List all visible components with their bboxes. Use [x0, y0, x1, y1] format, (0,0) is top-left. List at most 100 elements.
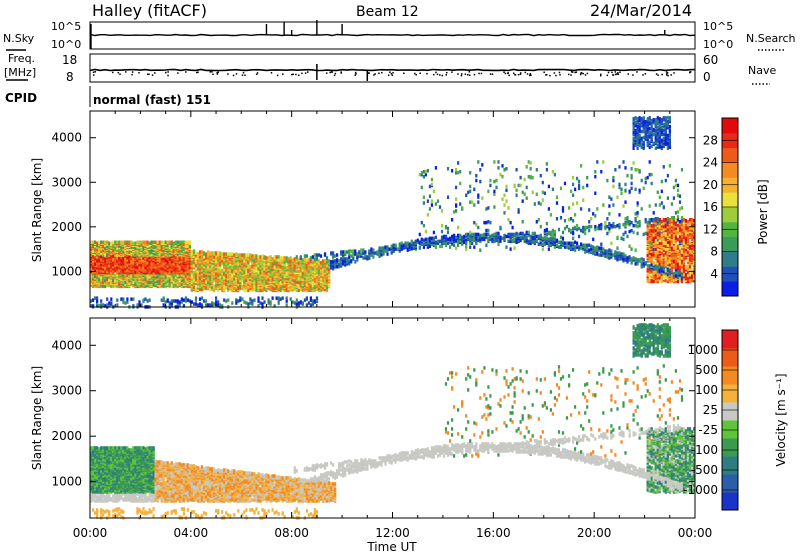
power-data-cell	[213, 251, 216, 255]
power-data-cell	[529, 241, 532, 245]
power-data-cell	[471, 241, 474, 245]
nave-dot	[507, 72, 509, 74]
power-data-cell	[275, 280, 278, 285]
power-data-cell	[295, 288, 298, 293]
nave-dot	[256, 72, 259, 74]
power-data-cell	[340, 257, 343, 261]
power-data-cell	[346, 250, 349, 254]
power-data-cell	[100, 251, 103, 255]
power-data-cell	[533, 231, 536, 236]
power-data-cell	[319, 279, 323, 284]
power-data-cell	[372, 251, 375, 255]
power-data-cell	[539, 238, 542, 243]
nave-dot	[378, 72, 380, 75]
power-data-cell	[243, 253, 246, 257]
power-data-cell	[140, 283, 143, 288]
power-data-cell	[582, 227, 585, 232]
power-data-cell	[255, 275, 258, 280]
power-data-cell	[146, 249, 149, 253]
nave-dot	[355, 72, 357, 75]
power-data-cell	[378, 246, 381, 250]
power-data-cell	[499, 238, 502, 243]
power-data-cell	[578, 234, 581, 239]
power-data-cell	[586, 243, 589, 247]
power-data-cell	[271, 282, 274, 287]
power-data-cell	[332, 251, 335, 255]
power-data-cell	[281, 281, 284, 286]
nave-dot	[524, 71, 527, 74]
power-data-cell	[140, 251, 143, 255]
power-data-cell	[194, 277, 198, 282]
power-data-cell	[245, 277, 248, 282]
power-data-cell	[170, 249, 173, 253]
nave-dot	[391, 74, 394, 76]
power-data-cell	[160, 298, 163, 302]
power-data-cell	[582, 185, 585, 190]
power-data-cell	[543, 230, 546, 235]
power-data-cell	[551, 228, 554, 233]
power-data-cell	[92, 265, 95, 269]
power-data-cell	[207, 282, 210, 287]
power-data-cell	[576, 201, 579, 205]
power-data-cell	[148, 264, 151, 268]
power-data-cell	[303, 254, 306, 258]
power-data-cell	[422, 201, 425, 205]
power-data-cell	[150, 269, 153, 273]
power-data-cell	[424, 229, 427, 234]
power-data-cell	[485, 235, 488, 240]
power-data-cell	[271, 279, 274, 284]
power-data-cell	[116, 248, 119, 252]
power-data-cell	[213, 260, 216, 264]
power-data-cell	[525, 238, 528, 243]
power-data-cell	[289, 275, 292, 280]
power-data-cell	[432, 230, 435, 235]
power-data-cell	[162, 298, 165, 302]
power-data-cell	[156, 272, 159, 277]
power-data-cell	[303, 287, 306, 292]
power-data-cell	[487, 206, 490, 210]
power-data-cell	[281, 256, 284, 260]
power-data-cell	[269, 277, 272, 282]
nave-dot	[559, 74, 561, 76]
power-data-cell	[211, 301, 214, 305]
power-data-cell	[483, 236, 486, 241]
power-data-cell	[110, 280, 113, 285]
power-data-cell	[172, 274, 175, 279]
power-data-cell	[305, 254, 308, 258]
power-data-cell	[519, 231, 522, 236]
power-data-cell	[255, 282, 258, 287]
power-data-cell	[586, 225, 589, 230]
power-data-cell	[465, 232, 468, 237]
power-data-cell	[418, 232, 421, 237]
power-data-cell	[225, 270, 228, 275]
power-data-cell	[505, 234, 508, 239]
power-data-cell	[580, 228, 583, 233]
power-data-cell	[227, 260, 230, 264]
power-data-cell	[277, 283, 280, 288]
nave-dot	[304, 72, 307, 74]
power-data-cell	[285, 296, 288, 300]
power-data-cell	[299, 271, 302, 276]
power-data-cell	[257, 273, 260, 278]
power-data-cell	[475, 178, 478, 183]
power-data-cell	[255, 284, 258, 289]
nave-dot	[307, 71, 309, 73]
nave-dot	[119, 73, 121, 75]
power-data-cell	[194, 296, 198, 300]
power-data-cell	[136, 240, 139, 244]
power-data-cell	[578, 179, 581, 184]
nave-dot	[242, 71, 245, 74]
power-data-cell	[281, 279, 284, 284]
power-data-cell	[158, 272, 161, 277]
power-data-cell	[321, 263, 325, 267]
power-data-cell	[505, 188, 508, 193]
power-data-cell	[237, 253, 240, 257]
power-data-cell	[309, 266, 312, 270]
power-data-cell	[217, 300, 220, 304]
power-data-cell	[164, 243, 167, 247]
power-data-cell	[132, 241, 135, 245]
power-data-cell	[539, 224, 542, 229]
power-data-cell	[243, 269, 246, 273]
power-data-cell	[215, 259, 218, 263]
